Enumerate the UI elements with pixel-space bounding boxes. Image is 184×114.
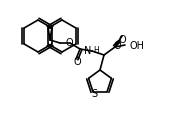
Text: H: H	[93, 46, 99, 55]
Text: OH: OH	[130, 41, 145, 51]
Text: O: O	[113, 41, 121, 51]
Text: O: O	[118, 35, 126, 45]
Text: S: S	[91, 88, 97, 98]
Text: O: O	[65, 38, 73, 48]
Text: N: N	[84, 46, 91, 56]
Text: O: O	[73, 57, 81, 66]
